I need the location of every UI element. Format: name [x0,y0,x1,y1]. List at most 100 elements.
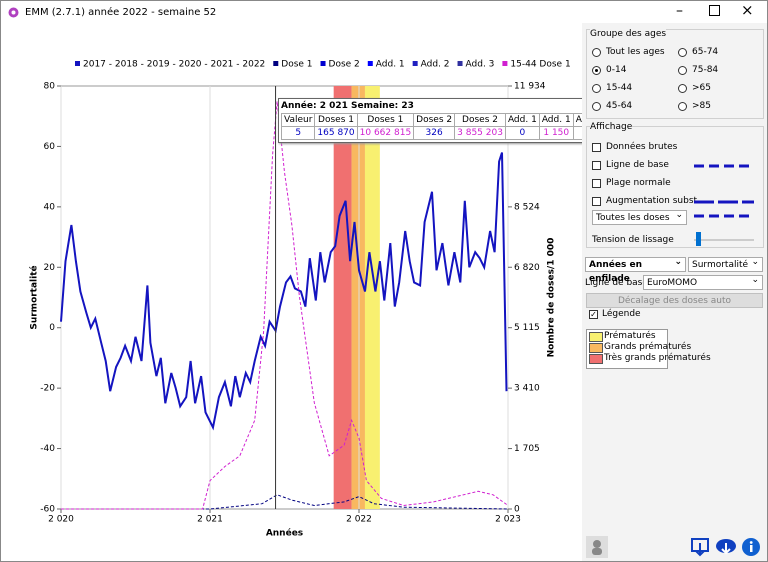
legend-swatch [367,61,373,66]
y2-axis-title: Nombre de doses/1 000 [547,238,557,358]
tooltip-header: Add. 1 [504,113,540,127]
age-group-box [586,29,764,119]
checkbox[interactable] [592,143,601,152]
legend-swatch [457,61,463,66]
chart: 2 020 2 021 2 022 2 023 80 60 40 20 0 -20 -40 -60 11… [29,60,571,539]
measure-select[interactable]: Surmortalité [688,255,763,272]
export-icon[interactable] [690,537,710,557]
checkbox-label: Ligne de base [606,160,669,170]
y-tick-label: -20 [40,384,55,394]
radio-label: 45-64 [606,101,633,111]
y-tick-label: -60 [40,505,55,515]
baseline-label: Ligne de base [585,278,648,288]
x-tick-label: 2 023 [495,515,521,525]
legend-check-label: Légende [602,309,641,319]
y-tick-label: 40 [44,202,56,212]
line-sample [694,200,754,204]
radio-label: 0-14 [606,65,627,75]
tooltip-title: Année: 2 021 Semaine: 23 [281,101,414,111]
band-label: Très grands prématurés [604,353,711,363]
checkbox-label: Augmentation subst. [606,196,700,206]
line-sample [694,164,754,168]
legend-label: Dose 1 [281,60,312,70]
x-tick-label: 2 021 [197,515,223,525]
band-label: Prématurés [604,331,656,341]
x-tick-label: 2 022 [346,515,372,525]
mode-select[interactable]: Années en enfilade [585,255,686,284]
legend-swatch [412,61,418,66]
band-swatch [589,354,603,364]
radio-button[interactable] [592,102,601,111]
checkbox-label: Plage normale [606,178,671,188]
checkbox[interactable] [592,179,601,188]
checkbox[interactable] [592,197,601,206]
legend-label: 15-44 Dose 1 [510,60,570,70]
info-icon[interactable] [741,537,761,557]
tooltip-value: 3 855 203 [454,126,506,140]
app-icon [8,7,19,18]
plot-area [60,85,509,510]
download-icon[interactable] [715,537,737,557]
legend-swatch [273,61,279,66]
radio-label: >65 [692,83,711,93]
radio-label: Tout les ages [606,47,665,57]
legend-swatch [75,61,80,66]
tooltip-value: 326 [413,126,456,140]
legend-label: Add. 2 [421,60,450,70]
tooltip-header: Doses 1 [314,113,358,127]
y2-tick-label: 8 524 [514,202,540,212]
radio-button[interactable] [592,66,601,75]
radio-button[interactable] [678,48,687,57]
shift-button[interactable]: Décalage des doses auto [586,293,763,308]
radio-label: 75-84 [692,65,719,75]
checkbox-label: Données brutes [606,142,678,152]
radio-button[interactable] [678,84,687,93]
doses-select[interactable]: Toutes les doses [592,208,687,225]
y2-tick-label: 1 705 [514,444,540,454]
legend-label: Add. 1 [376,60,405,70]
y-tick-label: 20 [44,263,56,273]
band-label: Grands prématurés [604,342,692,352]
y2-tick-label: 3 410 [514,384,540,394]
side-panel: Groupe des ages Tout les ages 0-14 15-44 45… [582,23,767,561]
band [351,86,365,509]
series-line [60,152,508,431]
y2-tick-label: 6 820 [514,263,540,273]
slider-thumb[interactable] [696,232,701,246]
baseline-select[interactable]: EuroMOMO [643,273,763,290]
radio-button[interactable] [678,102,687,111]
baby-icon[interactable] [586,536,608,558]
series-line [61,494,509,510]
tooltip-header: Doses 2 [454,113,506,127]
display-box [586,126,764,248]
close-button[interactable]: × [741,1,754,19]
radio-label: 65-74 [692,47,719,57]
y2-tick-label: 0 [514,505,520,515]
y-tick-label: 60 [44,142,56,152]
legend-swatch [320,61,326,66]
slider-track [694,239,754,241]
tooltip-value: 165 870 [314,126,358,140]
legend-swatch [502,61,508,66]
maximize-button[interactable] [709,5,720,16]
band [333,86,352,509]
radio-button[interactable] [678,66,687,75]
line-sample [694,214,754,218]
minimize-button[interactable]: – [676,3,683,19]
x-axis-title: Années [266,528,303,539]
tooltip-header: Valeur [280,113,316,127]
checkbox[interactable] [592,161,601,170]
legend-label: Dose 2 [329,60,360,70]
tooltip-value: 1 150 [538,126,574,140]
radio-button[interactable] [592,48,601,57]
legend-checkbox[interactable]: ✓ [589,310,598,319]
group-title: Affichage [590,122,633,132]
y-tick-label: -40 [40,444,55,454]
window-title: EMM (2.7.1) année 2022 - semaine 52 [25,7,217,18]
tooltip-value: 5 [280,126,316,140]
title-bar [1,1,767,23]
series-line [61,101,509,510]
radio-button[interactable] [592,84,601,93]
group-title: Groupe des ages [590,29,667,39]
